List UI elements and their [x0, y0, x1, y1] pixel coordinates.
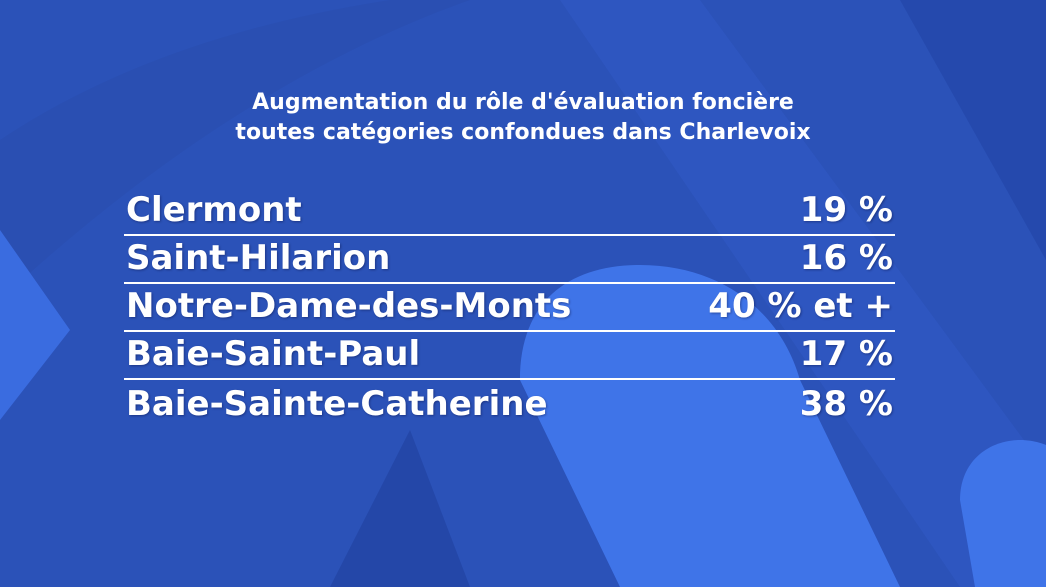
municipality-label: Saint-Hilarion: [126, 238, 391, 278]
data-table: Clermont 19 % Saint-Hilarion 16 % Notre-…: [124, 188, 895, 428]
value-label: 19 %: [799, 190, 893, 230]
municipality-label: Baie-Sainte-Catherine: [126, 384, 548, 424]
table-row: Baie-Sainte-Catherine 38 %: [124, 380, 895, 428]
table-row: Baie-Saint-Paul 17 %: [124, 332, 895, 380]
table-row: Notre-Dame-des-Monts 40 % et +: [124, 284, 895, 332]
value-label: 17 %: [799, 334, 893, 374]
table-row: Clermont 19 %: [124, 188, 895, 236]
value-label: 38 %: [799, 384, 893, 424]
chart-title-line-2: toutes catégories confondues dans Charle…: [235, 120, 811, 145]
municipality-label: Clermont: [126, 190, 302, 230]
value-label: 16 %: [799, 238, 893, 278]
table-row: Saint-Hilarion 16 %: [124, 236, 895, 284]
municipality-label: Notre-Dame-des-Monts: [126, 286, 572, 326]
municipality-label: Baie-Saint-Paul: [126, 334, 421, 374]
value-label: 40 % et +: [708, 286, 893, 326]
chart-title-line-1: Augmentation du rôle d'évaluation fonciè…: [252, 90, 794, 115]
